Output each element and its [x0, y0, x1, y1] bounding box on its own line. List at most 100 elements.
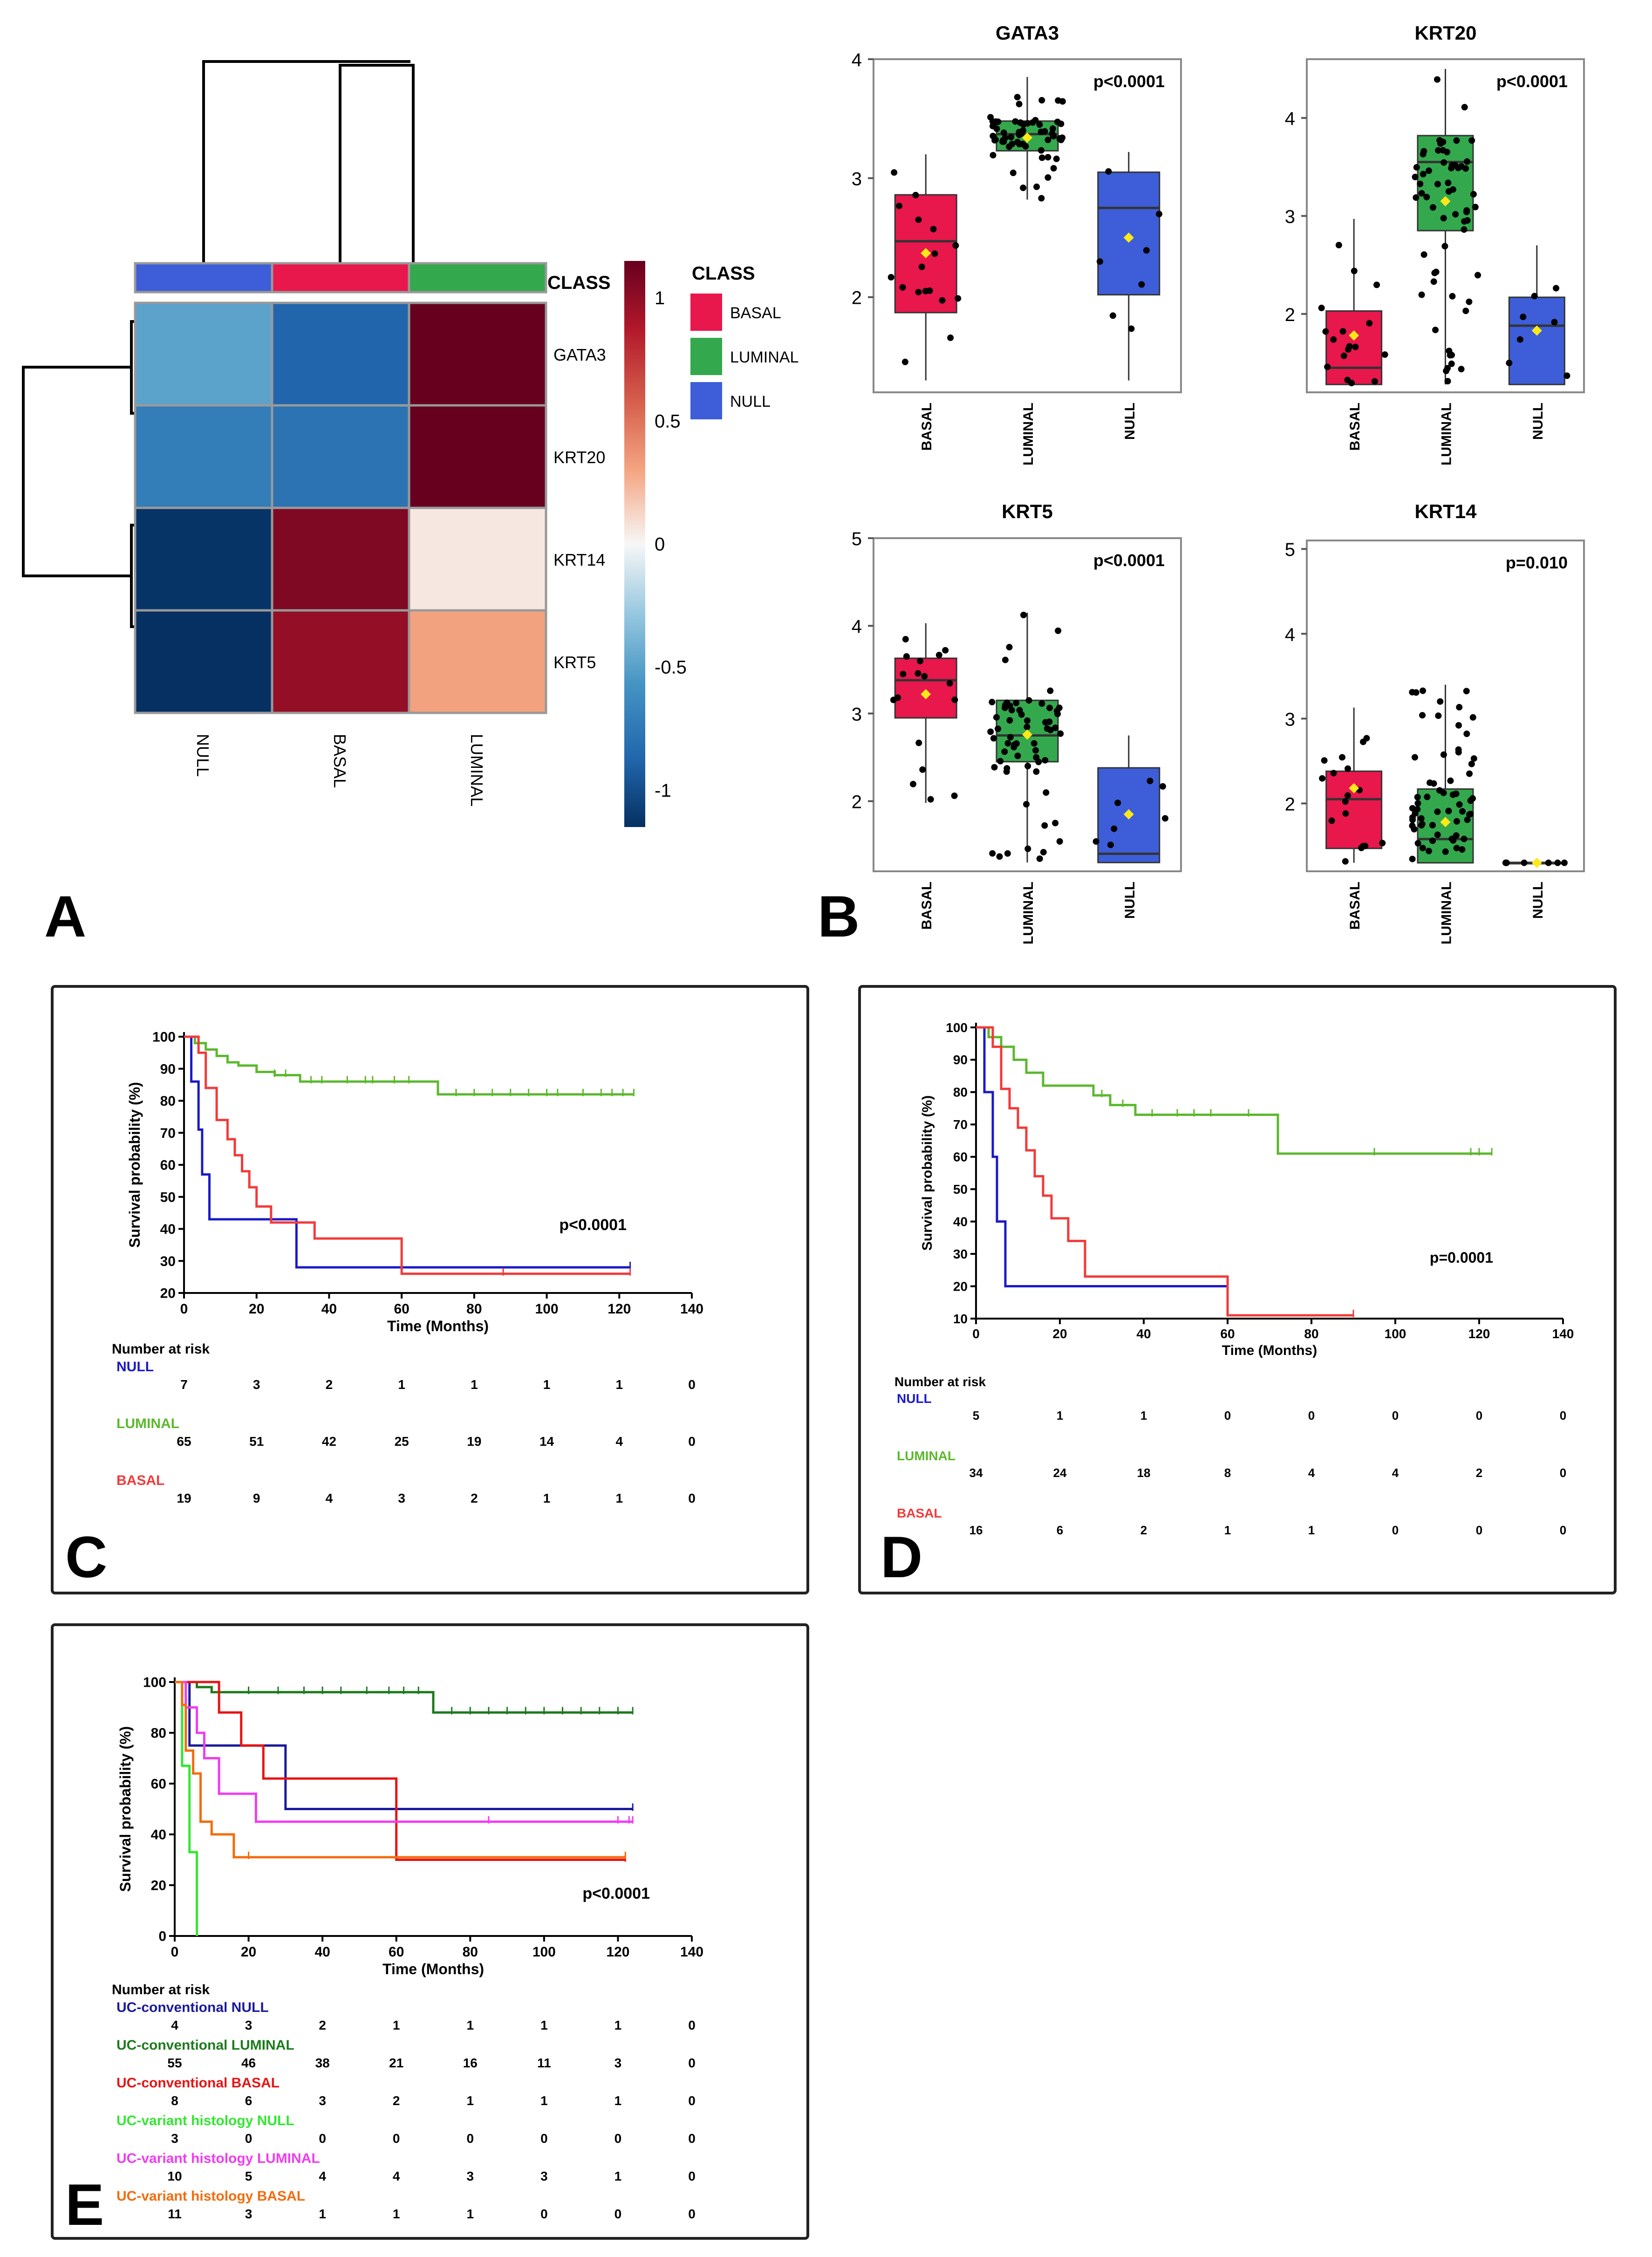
risk-table-count: 3 [398, 1491, 405, 1505]
data-point [1107, 841, 1114, 848]
class-annotation-bar [134, 262, 547, 294]
risk-table-group-label: LUMINAL [116, 1416, 179, 1431]
data-point [1411, 826, 1418, 833]
panel-letter-c: C [65, 1525, 107, 1590]
data-point [1049, 130, 1056, 137]
risk-table-count: 25 [395, 1434, 409, 1449]
data-point [1360, 739, 1367, 745]
data-point [1056, 838, 1063, 845]
data-point [1449, 293, 1456, 300]
data-point [1381, 351, 1388, 358]
risk-table-count: 1 [1308, 1523, 1315, 1537]
risk-table-count: 0 [1224, 1409, 1231, 1423]
data-point [1434, 831, 1441, 838]
data-point [1040, 848, 1047, 855]
risk-table-count: 38 [315, 2056, 330, 2070]
panel-c-frame [51, 985, 809, 1594]
risk-table-count: 0 [688, 2169, 696, 2183]
data-point [942, 647, 949, 654]
data-point [1338, 754, 1345, 761]
y-tick-label: 40 [160, 1222, 176, 1237]
risk-table-count: 34 [969, 1466, 983, 1480]
data-point [1464, 158, 1471, 165]
data-point [1041, 822, 1048, 829]
data-point [1461, 835, 1468, 842]
data-point [1379, 840, 1386, 847]
risk-table-count: 0 [1560, 1523, 1566, 1537]
risk-table-count: 0 [245, 2131, 253, 2146]
data-point [1452, 211, 1459, 218]
risk-table-count: 3 [253, 1377, 260, 1392]
risk-table-count: 4 [1392, 1466, 1399, 1480]
risk-table-count: 2 [326, 1377, 333, 1392]
data-point [1046, 704, 1053, 711]
data-point [1025, 697, 1032, 704]
boxplot-krt5: KRT5 p<0.0001 2 3 4 5 BASAL LUMINAL NULL [852, 500, 1182, 944]
risk-table-title: Number at risk [112, 1982, 210, 1997]
data-point [1024, 120, 1031, 127]
data-point [1033, 768, 1040, 775]
y-tick-label: 3 [852, 704, 862, 725]
data-point [1470, 191, 1477, 198]
data-point [1344, 792, 1351, 799]
data-point [899, 284, 906, 291]
data-point [1031, 740, 1038, 747]
data-point [1358, 844, 1365, 851]
risk-table-count: 11 [537, 2056, 551, 2070]
color-scale-tick: 0 [655, 534, 665, 555]
x-category-label: LUMINAL [1021, 403, 1036, 465]
heatmap-cell-krt5-luminal [408, 609, 547, 714]
risk-table-group-label: UC-variant histology LUMINAL [116, 2151, 320, 2166]
plot-frame [1306, 58, 1585, 393]
heatmap-cell-krt14-basal [271, 506, 410, 612]
data-point [1455, 722, 1462, 729]
data-point [1419, 712, 1426, 719]
risk-table-count: 1 [614, 2018, 622, 2032]
y-tick-label: 4 [1285, 109, 1295, 129]
risk-table-count: 1 [398, 1377, 405, 1392]
data-point [927, 796, 934, 803]
data-point [1440, 159, 1447, 166]
x-tick-label: 80 [463, 1944, 478, 1960]
row-dendrogram [22, 320, 135, 628]
data-point [1322, 328, 1329, 335]
risk-table-count: 0 [1476, 1409, 1482, 1423]
risk-table-count: 0 [1392, 1409, 1399, 1423]
x-category-label: BASAL [1347, 403, 1363, 451]
data-point [1440, 215, 1447, 222]
data-point [1447, 777, 1454, 784]
data-point [1409, 855, 1416, 862]
risk-table-count: 1 [614, 2169, 622, 2183]
heatmap-cell-krt20-luminal [408, 404, 547, 509]
data-point [1461, 218, 1468, 225]
x-tick-label: 0 [180, 1301, 188, 1317]
data-point [1463, 688, 1470, 695]
data-point [1335, 242, 1342, 249]
risk-table-count: 2 [1476, 1466, 1482, 1480]
data-point [1468, 760, 1475, 767]
data-point [1464, 816, 1471, 823]
x-tick-label: 100 [1385, 1327, 1406, 1341]
data-point [1427, 779, 1434, 786]
mean-marker-luminal [1440, 196, 1451, 206]
data-point [1023, 801, 1030, 808]
risk-table-count: 4 [1308, 1466, 1315, 1480]
data-point [894, 694, 901, 701]
risk-table-count: 8 [1224, 1466, 1231, 1480]
data-point [1036, 121, 1043, 128]
data-point [887, 274, 894, 281]
data-point [1006, 643, 1013, 650]
x-tick-label: 0 [171, 1944, 179, 1960]
y-tick-label: 5 [1285, 540, 1295, 560]
data-point [1056, 704, 1063, 711]
data-point [915, 739, 922, 746]
y-tick-label: 3 [852, 169, 862, 189]
risk-table-count: 1 [471, 1377, 478, 1392]
plot-frame [873, 537, 1182, 872]
risk-table-count: 1 [393, 2207, 400, 2221]
data-point [990, 132, 997, 139]
data-point [947, 334, 954, 341]
y-tick-label: 40 [151, 1827, 166, 1843]
data-point [1036, 855, 1043, 862]
data-point [931, 250, 938, 257]
